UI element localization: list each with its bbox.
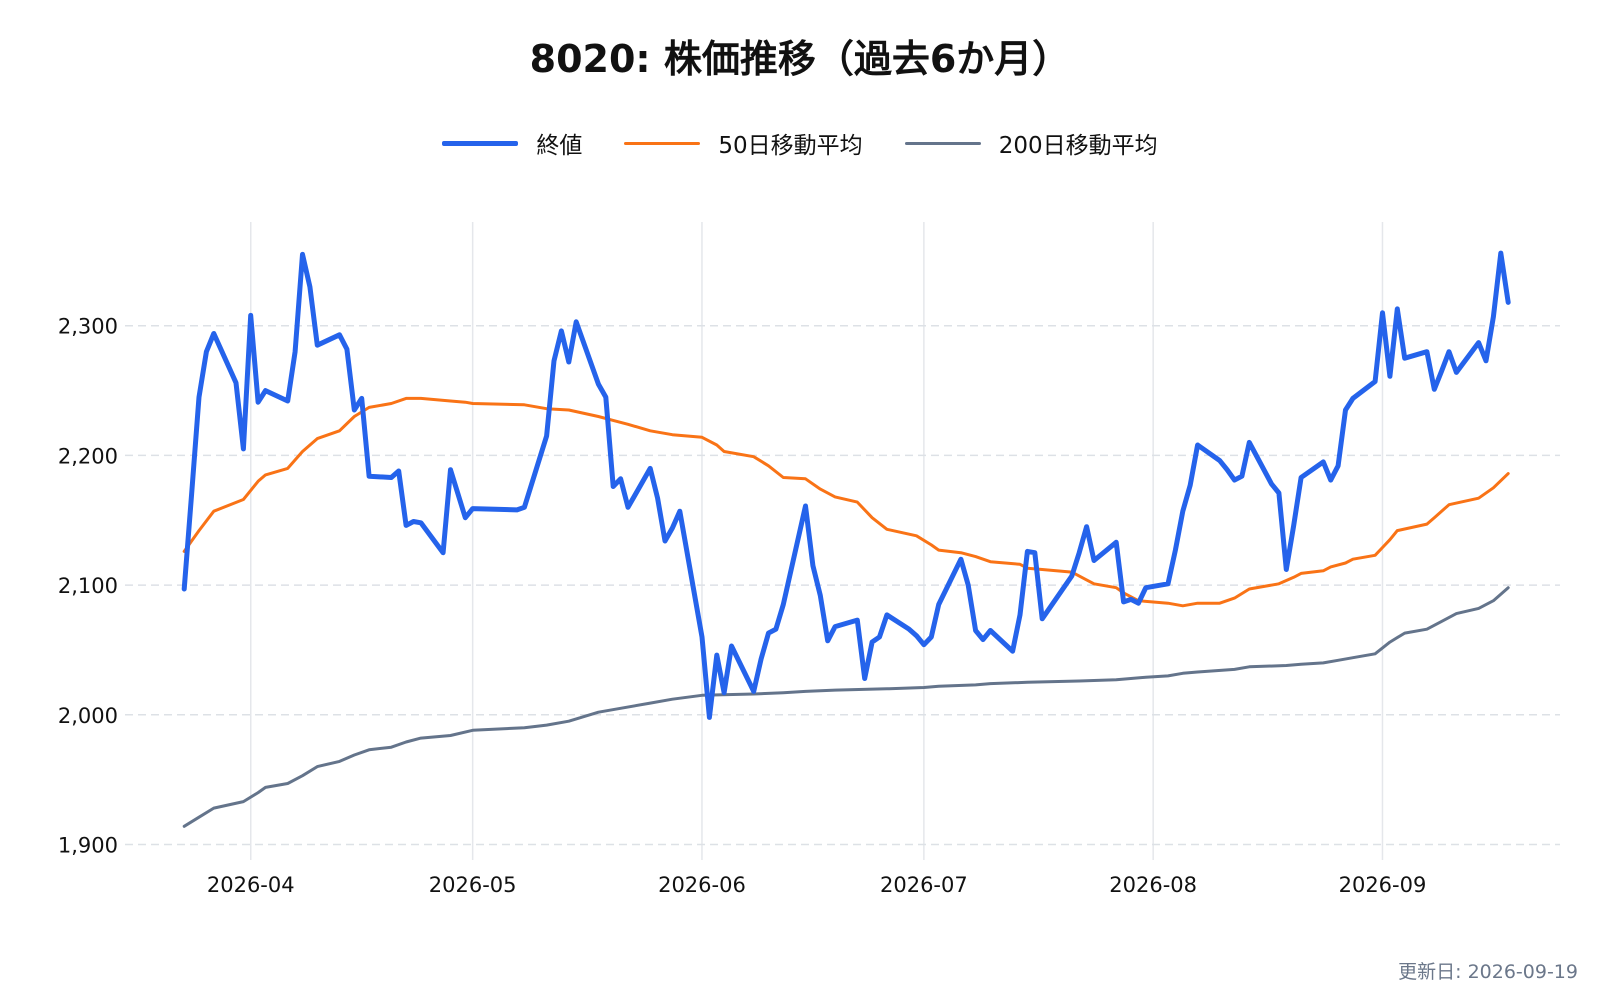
y-tick-label: 2,100 bbox=[58, 574, 118, 598]
updated-date: 更新日: 2026-09-19 bbox=[1398, 961, 1578, 983]
legend-item-ma50[interactable]: 50日移動平均 bbox=[624, 126, 863, 160]
legend-label-ma200: 200日移動平均 bbox=[998, 133, 1158, 159]
legend-label-close: 終値 bbox=[536, 133, 583, 159]
legend: 終値 50日移動平均 200日移動平均 bbox=[0, 126, 1600, 160]
series-line-close bbox=[181, 250, 1511, 720]
y-tick-label: 1,900 bbox=[58, 833, 118, 857]
legend-swatch-ma50 bbox=[624, 141, 701, 145]
x-tick-label: 2026-04 bbox=[207, 873, 295, 897]
series-line-ma200 bbox=[182, 586, 1510, 828]
y-tick-label: 2,000 bbox=[58, 704, 118, 728]
x-tick-label: 2026-08 bbox=[1109, 873, 1197, 897]
x-tick-label: 2026-05 bbox=[429, 873, 517, 897]
y-tick-label: 2,200 bbox=[58, 444, 118, 468]
x-tick-label: 2026-07 bbox=[880, 873, 968, 897]
x-tick-label: 2026-06 bbox=[658, 873, 746, 897]
x-tick-label: 2026-09 bbox=[1339, 873, 1427, 897]
series-line-ma50 bbox=[182, 396, 1510, 608]
y-tick-label: 2,300 bbox=[58, 315, 118, 339]
legend-item-ma200[interactable]: 200日移動平均 bbox=[904, 126, 1158, 160]
chart-title: 8020: 株価推移（過去6か月） bbox=[529, 37, 1071, 81]
legend-swatch-ma200 bbox=[904, 141, 981, 145]
legend-swatch-close bbox=[442, 140, 519, 146]
legend-item-close[interactable]: 終値 bbox=[442, 126, 582, 160]
legend-label-ma50: 50日移動平均 bbox=[718, 133, 863, 159]
